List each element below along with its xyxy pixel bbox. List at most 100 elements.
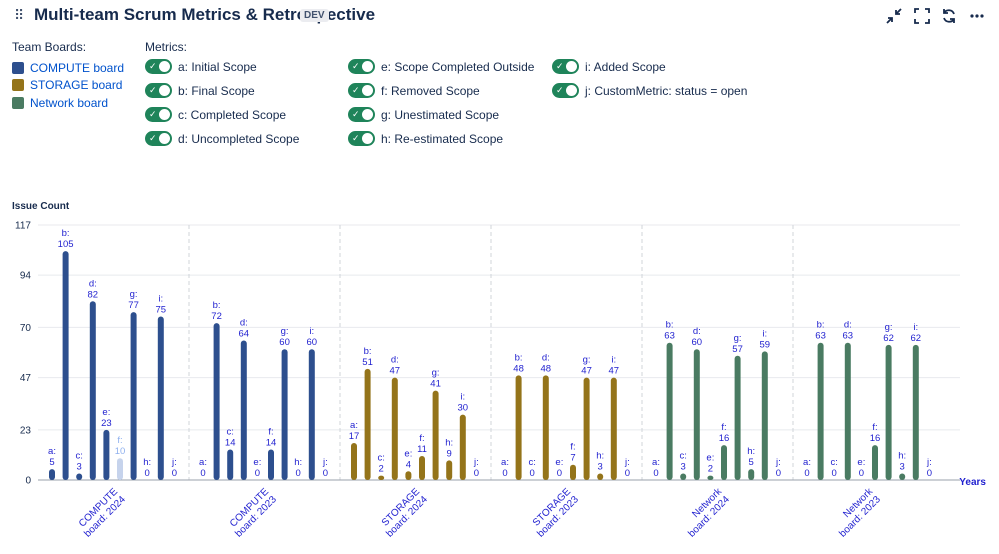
board-label: Network board xyxy=(30,95,109,110)
bar-e xyxy=(103,429,110,480)
scrum-metrics-bar-chart: Issue Count023477094117Yearsa:5b:105c:3d… xyxy=(12,201,986,540)
bar-i xyxy=(308,349,315,480)
metric-toggle-f[interactable]: ✓ f: Removed Scope xyxy=(348,83,480,98)
bar-f xyxy=(872,445,878,480)
metric-toggle-i[interactable]: ✓ i: Added Scope xyxy=(552,59,666,74)
data-label-letter: e: xyxy=(857,457,865,468)
data-label-letter: i: xyxy=(460,392,465,403)
data-label-value: 0 xyxy=(557,468,562,479)
data-label-letter: j: xyxy=(473,457,479,468)
drag-handle-icon[interactable]: ⠿ xyxy=(14,7,24,23)
bar-d xyxy=(844,342,851,480)
data-label-value: 0 xyxy=(832,468,837,479)
metric-toggle-d[interactable]: ✓ d: Uncompleted Scope xyxy=(145,131,299,146)
data-label-value: 63 xyxy=(664,331,675,342)
data-label-value: 51 xyxy=(362,357,373,368)
bar-d xyxy=(542,375,549,480)
toggle-switch[interactable]: ✓ xyxy=(348,83,375,98)
data-label-letter: h: xyxy=(143,457,151,468)
toggle-switch[interactable]: ✓ xyxy=(145,107,172,122)
data-label-letter: j: xyxy=(775,457,781,468)
bar-d xyxy=(240,340,247,480)
toggle-switch[interactable]: ✓ xyxy=(145,83,172,98)
toggle-switch[interactable]: ✓ xyxy=(348,131,375,146)
data-label-value: 41 xyxy=(430,379,441,390)
data-label-letter: f: xyxy=(117,435,122,446)
more-icon[interactable] xyxy=(967,6,987,26)
data-label-letter: i: xyxy=(762,328,767,339)
data-label-value: 0 xyxy=(776,468,781,479)
data-label-letter: i: xyxy=(611,355,616,366)
collapse-icon[interactable] xyxy=(884,6,904,26)
board-legend-network[interactable]: Network board xyxy=(12,94,140,112)
metric-label: a: Initial Scope xyxy=(178,59,257,74)
data-label-value: 3 xyxy=(598,461,603,472)
metric-label: b: Final Scope xyxy=(178,83,255,98)
data-label-value: 0 xyxy=(625,468,630,479)
metric-toggle-h[interactable]: ✓ h: Re-estimated Scope xyxy=(348,131,503,146)
data-label-letter: d: xyxy=(240,318,248,329)
bar-i xyxy=(610,377,617,480)
bar-i xyxy=(761,351,768,480)
bar-f xyxy=(268,449,274,480)
metric-toggle-c[interactable]: ✓ c: Completed Scope xyxy=(145,107,286,122)
y-tick-label: 117 xyxy=(15,221,31,232)
x-category-label: COMPUTEboard: 2024 xyxy=(75,486,129,540)
fullscreen-icon[interactable] xyxy=(912,6,932,26)
y-tick-label: 23 xyxy=(20,425,32,436)
data-label-value: 64 xyxy=(239,329,250,340)
data-label-value: 75 xyxy=(156,305,167,316)
toggle-switch[interactable]: ✓ xyxy=(145,59,172,74)
data-label-value: 14 xyxy=(225,437,236,448)
toggle-switch[interactable]: ✓ xyxy=(145,131,172,146)
data-label-value: 30 xyxy=(458,403,469,414)
data-label-letter: h: xyxy=(294,457,302,468)
x-category-label: COMPUTEboard: 2023 xyxy=(226,486,280,540)
metric-toggle-e[interactable]: ✓ e: Scope Completed Outside xyxy=(348,59,534,74)
metric-toggle-j[interactable]: ✓ j: CustomMetric: status = open xyxy=(552,83,747,98)
data-label-value: 0 xyxy=(296,468,301,479)
board-legend-compute[interactable]: COMPUTE board xyxy=(12,59,140,77)
metric-toggle-g[interactable]: ✓ g: Unestimated Scope xyxy=(348,107,499,122)
data-label-letter: c: xyxy=(76,450,83,461)
metric-toggle-a[interactable]: ✓ a: Initial Scope xyxy=(145,59,257,74)
data-label-value: 0 xyxy=(145,468,150,479)
data-label-letter: g: xyxy=(734,333,742,344)
toggle-switch[interactable]: ✓ xyxy=(552,59,579,74)
board-legend-storage[interactable]: STORAGE board xyxy=(12,77,140,95)
data-label-value: 0 xyxy=(474,468,479,479)
data-label-value: 0 xyxy=(200,468,205,479)
data-label-value: 47 xyxy=(581,366,592,377)
page-title: Multi-team Scrum Metrics & Retrospective xyxy=(34,5,376,24)
metric-toggle-grid: ✓ a: Initial Scope ✓ b: Final Scope ✓ c:… xyxy=(145,59,785,159)
data-label-letter: a: xyxy=(199,457,207,468)
bar-d xyxy=(391,377,398,480)
metric-toggle-b[interactable]: ✓ b: Final Scope xyxy=(145,83,255,98)
team-boards-title: Team Boards: xyxy=(12,40,87,54)
data-label-value: 3 xyxy=(900,461,905,472)
data-label-letter: d: xyxy=(89,278,97,289)
data-label-value: 72 xyxy=(211,311,222,322)
data-label-value: 2 xyxy=(379,464,384,475)
data-label-value: 0 xyxy=(653,468,658,479)
data-label-value: 5 xyxy=(49,457,54,468)
refresh-icon[interactable] xyxy=(939,6,959,26)
data-label-value: 0 xyxy=(927,468,932,479)
data-label-letter: j: xyxy=(171,457,177,468)
data-label-value: 0 xyxy=(859,468,864,479)
data-label-value: 62 xyxy=(911,333,922,344)
bar-b xyxy=(817,342,824,480)
data-label-letter: a: xyxy=(350,420,358,431)
data-label-letter: a: xyxy=(501,457,509,468)
data-label-letter: e: xyxy=(706,453,714,464)
toggle-switch[interactable]: ✓ xyxy=(348,59,375,74)
data-label-letter: c: xyxy=(529,457,536,468)
data-label-value: 59 xyxy=(760,339,771,350)
data-label-letter: g: xyxy=(432,368,440,379)
toggle-switch[interactable]: ✓ xyxy=(348,107,375,122)
metrics-panel: Metrics: ✓ a: Initial Scope ✓ b: Final S… xyxy=(145,40,785,159)
data-label-letter: g: xyxy=(583,355,591,366)
data-label-letter: d: xyxy=(693,326,701,337)
toggle-switch[interactable]: ✓ xyxy=(552,83,579,98)
data-label-letter: h: xyxy=(747,446,755,457)
